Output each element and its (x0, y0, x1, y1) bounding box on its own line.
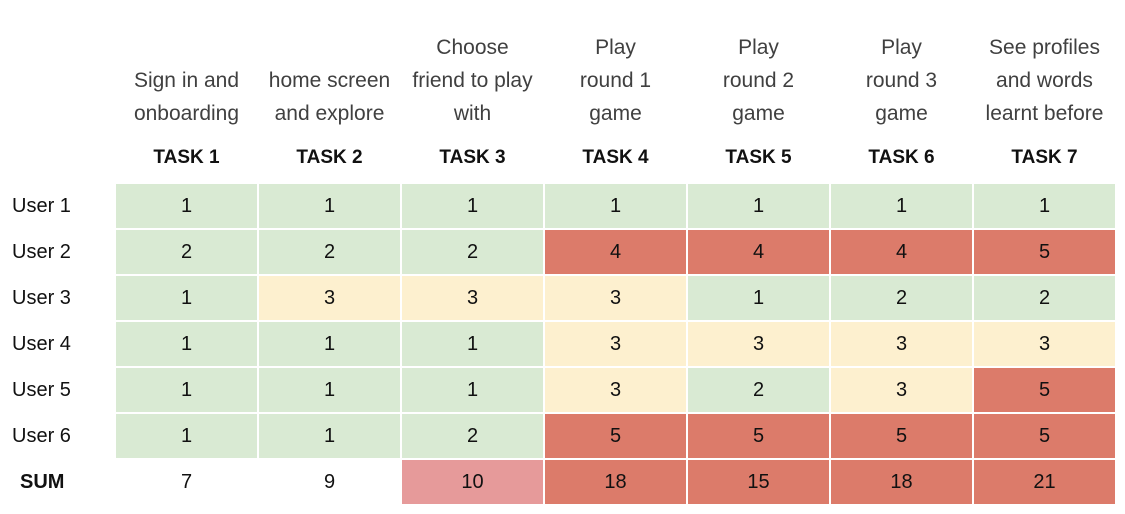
table-cell: 3 (401, 275, 544, 321)
column-task-label: TASK 3 (439, 147, 506, 168)
row-label: User 3 (12, 286, 71, 309)
column-description: See profiles and words learnt before (985, 36, 1104, 125)
table-cell: 3 (830, 367, 973, 413)
column-task-label: TASK 4 (582, 147, 649, 168)
sum-cell: 9 (258, 459, 401, 505)
row-label: User 6 (12, 424, 71, 447)
table-cell: 5 (973, 413, 1116, 459)
table-cell: 2 (115, 229, 258, 275)
table-cell: 3 (258, 275, 401, 321)
row-label: User 2 (12, 240, 71, 263)
table-cell: 2 (258, 229, 401, 275)
column-description: Play round 1 game (579, 36, 652, 125)
table-cell: 1 (115, 413, 258, 459)
table-cell: 5 (544, 413, 687, 459)
table-cell: 3 (687, 321, 830, 367)
table-cell: 4 (830, 229, 973, 275)
table-cell: 2 (687, 367, 830, 413)
table-cell: 5 (973, 229, 1116, 275)
column-task-label: TASK 1 (153, 147, 220, 168)
table-cell: 1 (258, 183, 401, 229)
table-cell: 2 (401, 413, 544, 459)
row-label: User 5 (12, 378, 71, 401)
table-cell: 1 (115, 321, 258, 367)
column-description: Play round 2 game (722, 36, 795, 125)
sum-cell: 10 (401, 459, 544, 505)
column-description: home screen and explore (268, 69, 391, 125)
column-description: Play round 3 game (865, 36, 938, 125)
table-cell: 3 (544, 367, 687, 413)
sum-cell: 15 (687, 459, 830, 505)
column-task-label: TASK 2 (296, 147, 363, 168)
table-cell: 1 (830, 183, 973, 229)
table-cell: 2 (830, 275, 973, 321)
table-cell: 1 (115, 183, 258, 229)
table-cell: 5 (687, 413, 830, 459)
table-cell: 3 (544, 275, 687, 321)
table-cell: 1 (544, 183, 687, 229)
table-cell: 1 (973, 183, 1116, 229)
column-description: Choose friend to play with (412, 36, 533, 125)
table-cell: 1 (258, 413, 401, 459)
table-cell: 1 (115, 367, 258, 413)
column-task-label: TASK 6 (868, 147, 935, 168)
table-cell: 1 (258, 367, 401, 413)
row-label: User 1 (12, 194, 71, 217)
sum-cell: 21 (973, 459, 1116, 505)
table-cell: 1 (687, 275, 830, 321)
sum-row-label: SUM (20, 470, 65, 493)
sum-cell: 18 (544, 459, 687, 505)
table-cell: 1 (401, 367, 544, 413)
table-cell: 1 (115, 275, 258, 321)
table-cell: 1 (687, 183, 830, 229)
table-cell: 4 (544, 229, 687, 275)
table-cell: 5 (973, 367, 1116, 413)
table-cell: 3 (544, 321, 687, 367)
table-cell: 3 (973, 321, 1116, 367)
table-cell: 2 (973, 275, 1116, 321)
table-cell: 3 (830, 321, 973, 367)
sum-cell: 7 (115, 459, 258, 505)
table-cell: 1 (401, 321, 544, 367)
column-description: Sign in and onboarding (133, 69, 240, 125)
column-task-label: TASK 5 (725, 147, 792, 168)
table-cell: 1 (401, 183, 544, 229)
table-cell: 2 (401, 229, 544, 275)
sum-cell: 18 (830, 459, 973, 505)
table-cell: 1 (258, 321, 401, 367)
table-cell: 4 (687, 229, 830, 275)
table-cell: 5 (830, 413, 973, 459)
column-task-label: TASK 7 (1011, 147, 1078, 168)
row-label: User 4 (12, 332, 71, 355)
